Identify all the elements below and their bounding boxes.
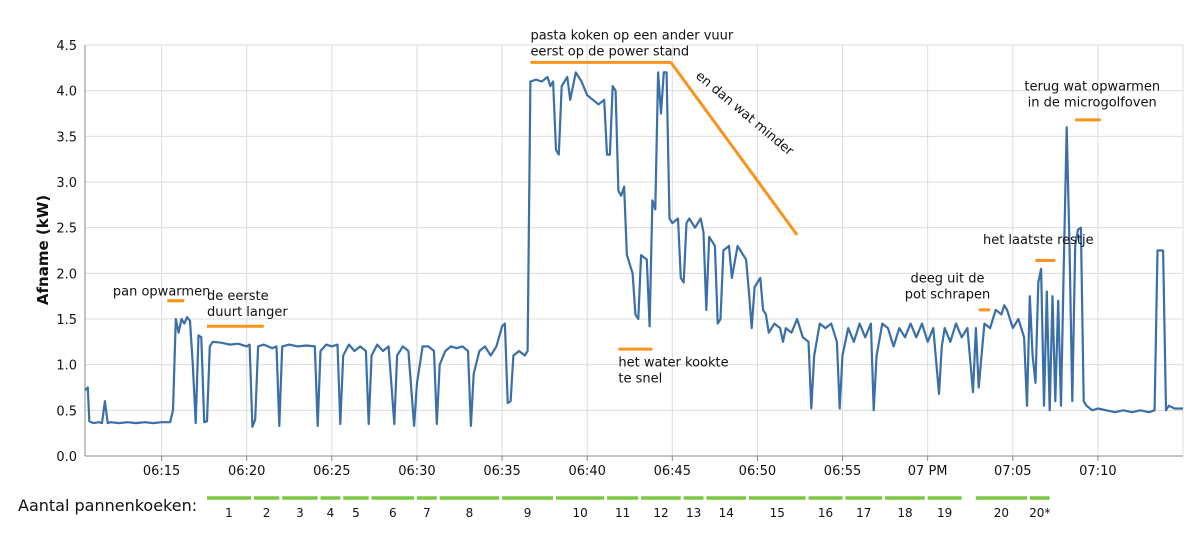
annotation-line: de eerste — [207, 289, 269, 304]
annotation-line: pan opwarmen — [113, 284, 210, 299]
annotation-label: pan opwarmen — [113, 284, 210, 299]
pancake-label: 7 — [423, 506, 431, 520]
annotation-line: duurt langer — [207, 305, 288, 320]
x-tick-label: 06:55 — [824, 464, 861, 479]
annotation-label: pasta koken op een ander vuur eerst op de… — [530, 29, 733, 60]
annotation-line: eerst op de power stand — [530, 45, 689, 60]
y-tick-label: 0.0 — [56, 450, 77, 465]
pancake-label: 8 — [466, 506, 474, 520]
annotation-label: de eerste duurt langer — [207, 289, 288, 320]
y-tick-label: 1.0 — [56, 359, 77, 374]
y-tick-label: 3.5 — [56, 130, 77, 145]
pancake-label: 14 — [719, 506, 734, 520]
grid-lines — [85, 44, 1184, 456]
x-tick-label: 06:35 — [483, 464, 520, 479]
annotation-label: het laatste restje — [983, 233, 1094, 248]
annotation-label: terug wat opwarmen in de microgolfoven — [1024, 80, 1160, 111]
y-tick-label: 4.5 — [56, 39, 77, 54]
annotation-slope — [669, 61, 799, 236]
annotation-line: te snel — [618, 371, 662, 386]
annotation-line: deeg uit de — [911, 271, 985, 286]
pancake-label: 11 — [615, 506, 630, 520]
x-tick-label: 07:05 — [994, 464, 1031, 479]
annotation-line: in de microgolfoven — [1028, 96, 1157, 111]
y-tick-label: 2.0 — [56, 267, 77, 282]
pancake-label: 20 — [994, 506, 1009, 520]
axes — [84, 45, 1183, 461]
pancake-label: 16 — [818, 506, 833, 520]
x-tick-label: 06:30 — [398, 464, 435, 479]
pancake-label: 5 — [352, 506, 360, 520]
x-tick-label: 07:10 — [1079, 464, 1116, 479]
y-tick-label: 1.5 — [56, 313, 77, 328]
pancake-label: 18 — [897, 506, 912, 520]
x-tick-label: 06:45 — [654, 464, 691, 479]
pancake-label: 12 — [653, 506, 668, 520]
pancake-label: 1 — [225, 506, 233, 520]
pancake-label: 4 — [327, 506, 335, 520]
x-tick-label: 06:50 — [739, 464, 776, 479]
x-tick-label: 06:40 — [568, 464, 605, 479]
pancake-label: 19 — [937, 506, 952, 520]
annotation-label: deeg uit de pot schrapen — [905, 271, 990, 302]
pancake-label: 17 — [856, 506, 871, 520]
annotation-line: pasta koken op een ander vuur — [530, 29, 733, 44]
y-tick-label: 0.5 — [56, 404, 77, 419]
annotation-line: het water kookte — [618, 355, 728, 370]
pancake-label: 6 — [389, 506, 397, 520]
y-tick-label: 4.0 — [56, 85, 77, 100]
x-tick-label: 07 PM — [908, 464, 948, 479]
pancake-count-bars: 1 2 3 4 5 6 7 8 9 10 11 12 13 14 15 16 17 18 19 20 20* — [207, 496, 1050, 520]
series — [84, 71, 1183, 428]
x-tick-label: 06:15 — [143, 464, 180, 479]
y-tick-label: 3.0 — [56, 176, 77, 191]
pancake-label: 3 — [296, 506, 304, 520]
annotation-line: het laatste restje — [983, 233, 1094, 248]
power-series-line — [84, 71, 1183, 428]
pancake-label: 9 — [524, 506, 532, 520]
y-tick-labels: 0.0 0.5 1.0 1.5 2.0 2.5 3.0 3.5 4.0 4.5 — [56, 39, 77, 465]
y-axis-label: Afname (kW) — [34, 195, 52, 305]
annotation-label: het water kookte te snel — [618, 355, 728, 386]
pancake-label: 13 — [686, 506, 701, 520]
y-tick-label: 2.5 — [56, 222, 77, 237]
x-tick-label: 06:20 — [228, 464, 265, 479]
pancake-label: 10 — [572, 506, 587, 520]
annotation-line: terug wat opwarmen — [1024, 80, 1160, 95]
pancake-count-title: Aantal pannenkoeken: — [18, 496, 197, 515]
pancake-label: 15 — [770, 506, 785, 520]
pancake-label: 2 — [263, 506, 271, 520]
pancake-label: 20* — [1029, 506, 1050, 520]
x-tick-label: 06:25 — [313, 464, 350, 479]
x-tick-labels: 06:15 06:20 06:25 06:30 06:35 06:40 06:45 06:50… — [143, 464, 1117, 479]
annotation-line: pot schrapen — [905, 287, 990, 302]
